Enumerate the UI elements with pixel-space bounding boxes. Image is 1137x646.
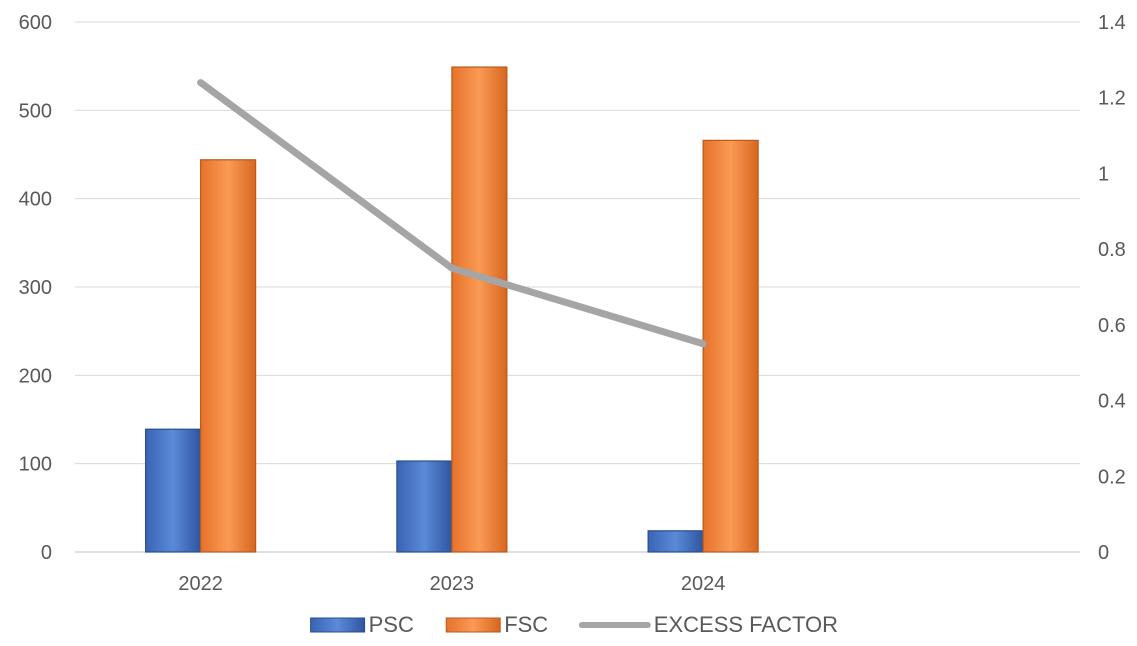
left-tick-label: 400 [19,189,52,211]
left-tick-label: 0 [41,542,52,564]
legend-label: EXCESS FACTOR [654,612,838,637]
right-tick-label: 0.8 [1098,239,1126,261]
bar-psc-2022 [146,429,201,552]
bar-fsc-2022 [201,160,256,552]
left-tick-label: 200 [19,365,52,387]
right-tick-label: 1.4 [1098,12,1126,34]
bar-psc-2023 [397,461,452,552]
left-axis: 0 100 200 300 400 500 600 [19,12,52,564]
left-tick-label: 300 [19,277,52,299]
legend-item-fsc: FSC [446,612,548,637]
legend-swatch [311,618,365,632]
x-tick-label: 2022 [178,573,223,595]
right-tick-label: 0.4 [1098,391,1126,413]
legend-label: PSC [369,612,414,637]
right-tick-label: 0.6 [1098,315,1126,337]
left-tick-label: 500 [19,100,52,122]
bar-fsc-2024 [703,140,758,552]
x-axis: 2022 2023 2024 [178,573,725,595]
right-tick-label: 0.2 [1098,466,1126,488]
x-tick-label: 2023 [430,573,475,595]
legend-label: FSC [504,612,548,637]
right-tick-label: 1.2 [1098,88,1126,110]
bars [146,67,759,552]
legend: PSC FSC EXCESS FACTOR [311,612,838,637]
left-tick-label: 600 [19,12,52,34]
right-tick-label: 1 [1098,163,1109,185]
legend-swatch [446,618,500,632]
legend-item-excess-factor: EXCESS FACTOR [582,612,838,637]
bar-fsc-2023 [452,67,507,552]
right-axis: 0 0.2 0.4 0.6 0.8 1 1.2 1.4 [1098,12,1126,564]
legend-item-psc: PSC [311,612,414,637]
right-tick-label: 0 [1098,542,1109,564]
bar-psc-2024 [648,531,703,552]
left-tick-label: 100 [19,454,52,476]
x-tick-label: 2024 [681,573,726,595]
